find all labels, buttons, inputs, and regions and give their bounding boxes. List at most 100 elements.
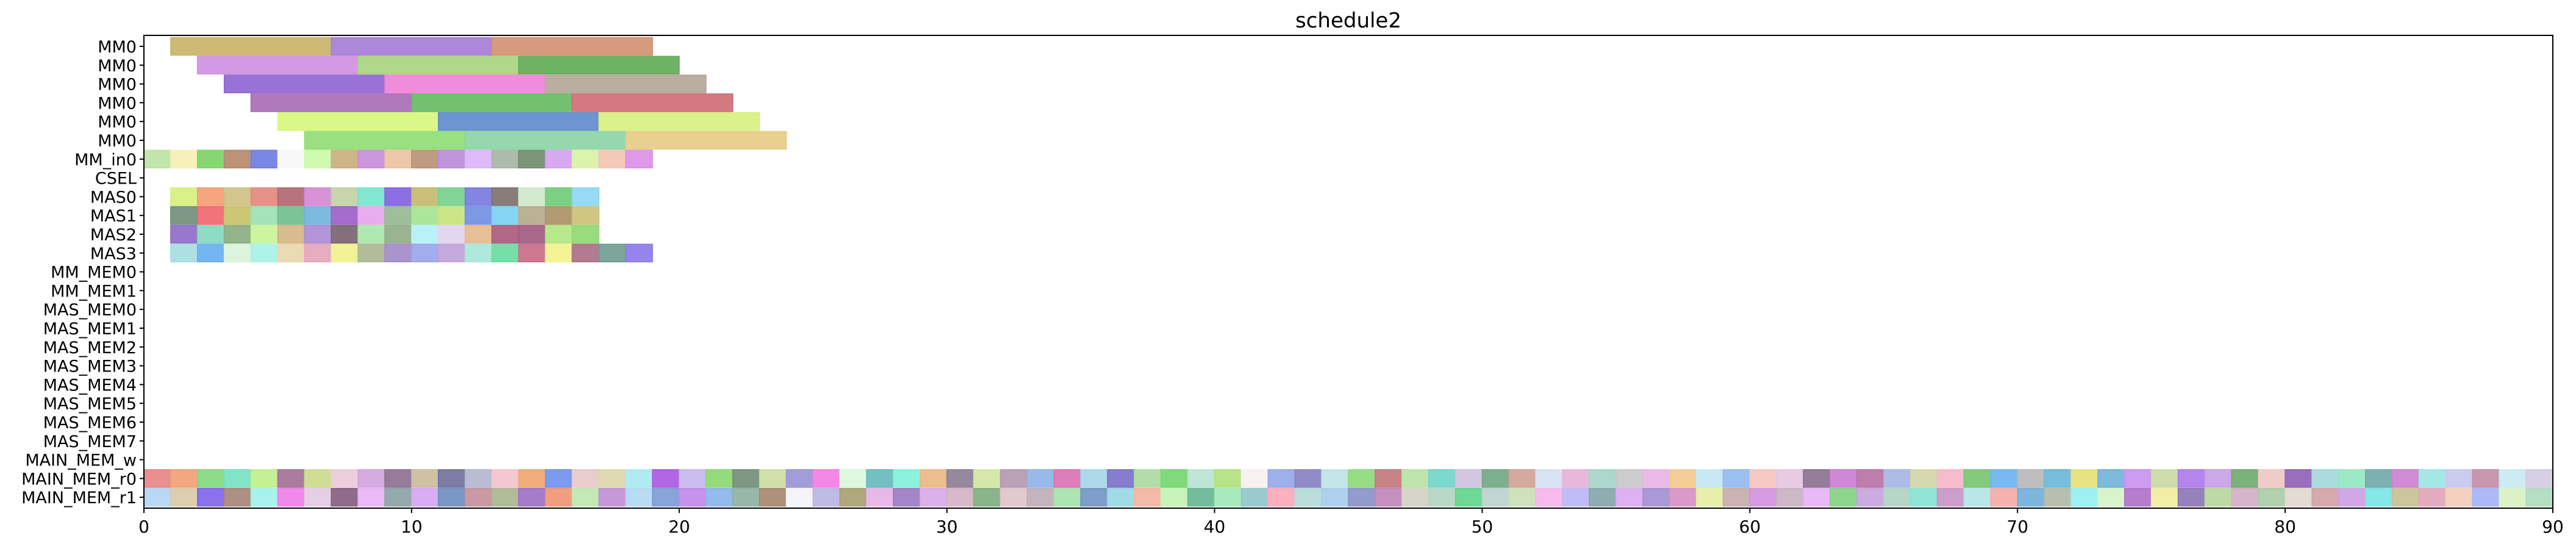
task-bar bbox=[491, 149, 520, 169]
row-label: MAS3 bbox=[90, 245, 137, 264]
task-bar bbox=[411, 224, 439, 244]
task-bar bbox=[1936, 487, 1965, 507]
task-bar bbox=[170, 37, 332, 56]
task-bar bbox=[277, 149, 306, 169]
task-bar bbox=[2258, 487, 2286, 507]
task-bar bbox=[1481, 469, 1510, 488]
row-label: MAS_MEM7 bbox=[43, 432, 137, 451]
task-bar bbox=[384, 243, 412, 263]
task-bar bbox=[1026, 469, 1054, 488]
task-bar bbox=[384, 469, 412, 488]
task-bar bbox=[331, 487, 359, 507]
task-bar bbox=[545, 74, 707, 93]
task-bar bbox=[464, 487, 493, 507]
task-bar bbox=[1830, 487, 1858, 507]
task-bar bbox=[1107, 469, 1135, 488]
task-bar bbox=[438, 112, 599, 131]
task-bar bbox=[2097, 469, 2125, 488]
task-bar bbox=[518, 187, 546, 206]
task-bar bbox=[1107, 487, 1135, 507]
task-bar bbox=[1294, 469, 1322, 488]
task-bar bbox=[2499, 469, 2527, 488]
task-bar bbox=[357, 206, 385, 225]
task-bar bbox=[1562, 469, 1590, 488]
task-bar bbox=[2284, 469, 2313, 488]
row-label: CSEL bbox=[95, 170, 137, 188]
task-bar bbox=[438, 469, 466, 488]
task-bar bbox=[1294, 487, 1322, 507]
task-bar bbox=[920, 469, 948, 488]
task-bar bbox=[331, 37, 493, 56]
row-label: MAIN_MEM_r1 bbox=[21, 489, 137, 508]
task-bar bbox=[304, 206, 332, 225]
task-bar bbox=[277, 206, 306, 225]
task-bar bbox=[438, 149, 466, 169]
task-bar bbox=[384, 187, 412, 206]
task-bar bbox=[197, 469, 225, 488]
task-bar bbox=[1830, 469, 1858, 488]
task-bar bbox=[598, 112, 760, 131]
task-bar bbox=[304, 131, 466, 150]
task-bar bbox=[1615, 469, 1644, 488]
row-label: MAS_MEM2 bbox=[43, 339, 137, 357]
task-bar bbox=[518, 487, 546, 507]
task-bar bbox=[223, 187, 252, 206]
task-bar bbox=[223, 206, 252, 225]
task-bar bbox=[1722, 469, 1751, 488]
task-bar bbox=[223, 149, 252, 169]
task-bar bbox=[2472, 469, 2500, 488]
task-bar bbox=[357, 187, 385, 206]
task-bar bbox=[1348, 469, 1376, 488]
task-bar bbox=[893, 469, 921, 488]
task-bar bbox=[973, 487, 1001, 507]
task-bar bbox=[411, 149, 439, 169]
task-bar bbox=[545, 243, 573, 263]
task-bar bbox=[170, 469, 198, 488]
row-label: MM0 bbox=[98, 57, 137, 76]
task-bar bbox=[170, 187, 198, 206]
task-bar bbox=[679, 469, 707, 488]
task-bar bbox=[1321, 487, 1349, 507]
row-label: MAS0 bbox=[90, 188, 137, 207]
task-bar bbox=[143, 487, 171, 507]
task-bar bbox=[1909, 469, 1938, 488]
task-bar bbox=[2044, 487, 2072, 507]
task-bar bbox=[1963, 469, 1992, 488]
task-bar bbox=[384, 487, 412, 507]
task-bar bbox=[1695, 487, 1724, 507]
task-bar bbox=[2499, 487, 2527, 507]
task-bar bbox=[357, 224, 385, 244]
task-bar bbox=[1454, 487, 1483, 507]
task-bar bbox=[1000, 469, 1028, 488]
task-bar bbox=[357, 487, 385, 507]
task-bar bbox=[331, 206, 359, 225]
task-bar bbox=[518, 149, 546, 169]
task-bar bbox=[411, 487, 439, 507]
row-label: MAS_MEM0 bbox=[43, 301, 137, 320]
task-bar bbox=[1990, 469, 2018, 488]
task-bar bbox=[839, 469, 867, 488]
task-bar bbox=[571, 206, 599, 225]
task-bar bbox=[223, 224, 252, 244]
task-bar bbox=[759, 487, 787, 507]
task-bar bbox=[839, 487, 867, 507]
task-bar bbox=[2231, 487, 2259, 507]
task-bar bbox=[571, 487, 599, 507]
task-bar bbox=[2391, 469, 2420, 488]
task-bar bbox=[571, 224, 599, 244]
task-bar bbox=[357, 469, 385, 488]
row-label: MAS_MEM3 bbox=[43, 357, 137, 376]
task-bar bbox=[384, 206, 412, 225]
task-bar bbox=[250, 224, 279, 244]
task-bar bbox=[598, 487, 626, 507]
row-label: MAS2 bbox=[90, 226, 137, 245]
x-tick-label: 80 bbox=[2274, 517, 2296, 537]
task-bar bbox=[1214, 469, 1242, 488]
task-bar bbox=[384, 74, 546, 93]
chart-title: schedule2 bbox=[1295, 9, 1401, 33]
task-bar bbox=[1401, 487, 1429, 507]
task-bar bbox=[197, 206, 225, 225]
task-bars bbox=[143, 37, 2553, 507]
task-bar bbox=[1401, 469, 1429, 488]
task-bar bbox=[250, 487, 279, 507]
